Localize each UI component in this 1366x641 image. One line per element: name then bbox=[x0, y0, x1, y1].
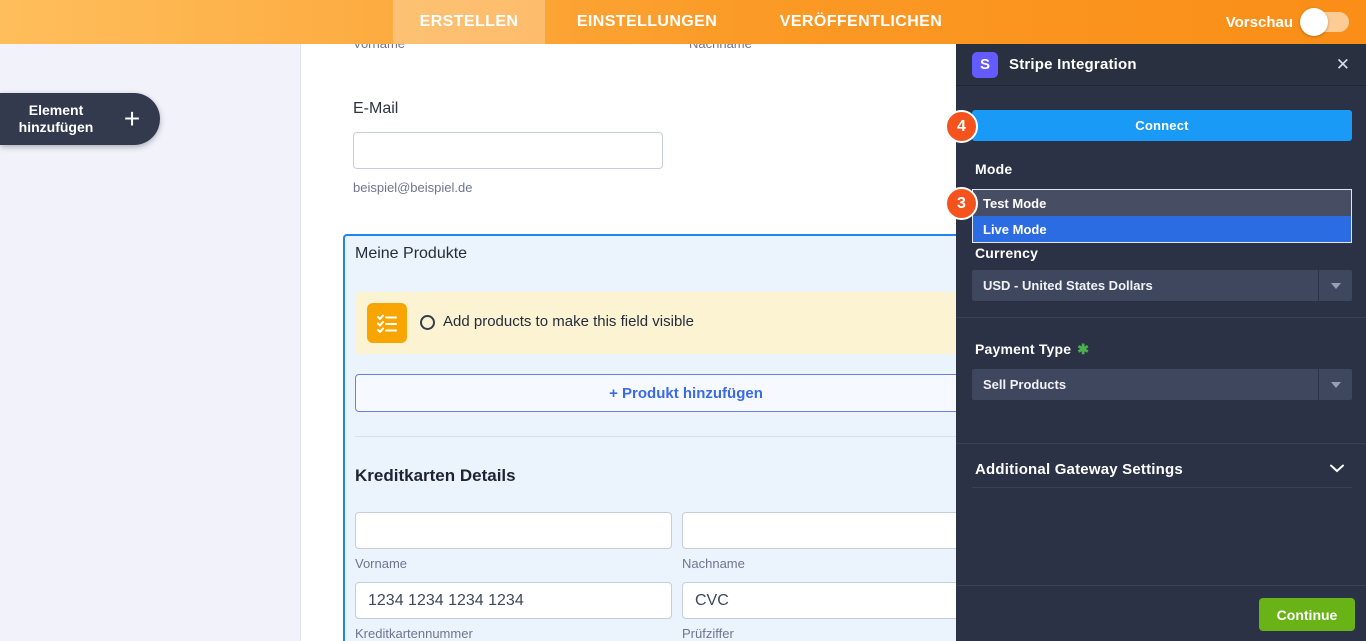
email-hint: beispiel@beispiel.de bbox=[353, 180, 473, 195]
stripe-integration-panel: S Stripe Integration ✕ Connect Mode Test… bbox=[956, 44, 1366, 641]
cc-number-sublabel: Kreditkartennummer bbox=[355, 626, 473, 641]
preview-toggle[interactable] bbox=[1300, 8, 1349, 36]
additional-gateway-settings-label: Additional Gateway Settings bbox=[975, 460, 1183, 478]
close-icon[interactable]: ✕ bbox=[1335, 55, 1350, 74]
cc-number-input[interactable] bbox=[355, 582, 672, 619]
add-product-button[interactable]: + Produkt hinzufügen bbox=[355, 374, 956, 412]
mode-option-test[interactable]: Test Mode bbox=[983, 195, 1047, 211]
currency-select[interactable]: USD - United States Dollars bbox=[972, 270, 1352, 301]
mode-label: Mode bbox=[975, 161, 1013, 177]
divider bbox=[972, 487, 1352, 488]
email-label: E-Mail bbox=[353, 100, 399, 117]
email-input[interactable] bbox=[353, 132, 663, 169]
form-canvas: Vorname Nachname E-Mail beispiel@beispie… bbox=[300, 44, 956, 641]
connect-button[interactable]: Connect bbox=[972, 110, 1352, 141]
payment-type-select[interactable]: Sell Products bbox=[972, 369, 1352, 400]
tab-einstellungen[interactable]: EINSTELLUNGEN bbox=[576, 13, 718, 30]
name-first-sublabel: Vorname bbox=[353, 44, 405, 51]
stripe-logo-icon: S bbox=[972, 51, 998, 78]
mode-dropdown: Test Mode Live Mode bbox=[972, 189, 1352, 243]
chevron-down-icon bbox=[1318, 270, 1352, 301]
name-last-sublabel: Nachname bbox=[689, 44, 752, 51]
additional-gateway-settings-toggle[interactable]: Additional Gateway Settings bbox=[956, 452, 1366, 486]
cc-cvc-sublabel: Prüfziffer bbox=[682, 626, 734, 641]
cc-cvc-input[interactable] bbox=[682, 582, 956, 619]
mode-option-live[interactable]: Live Mode bbox=[973, 216, 1351, 242]
divider bbox=[956, 443, 1366, 444]
required-asterisk-icon: ✱ bbox=[1077, 341, 1090, 357]
payment-type-value: Sell Products bbox=[983, 377, 1067, 392]
top-navigation-bar: ERSTELLEN EINSTELLUNGEN VERÖFFENTLICHEN … bbox=[0, 0, 1366, 44]
footer-divider bbox=[956, 585, 1366, 586]
add-element-button[interactable]: Element hinzufügen + bbox=[0, 93, 160, 145]
products-title: Meine Produkte bbox=[355, 245, 468, 262]
products-notice-banner: Add products to make this field visible bbox=[355, 292, 956, 354]
currency-label: Currency bbox=[975, 245, 1039, 261]
checklist-icon bbox=[367, 303, 407, 343]
credit-card-title: Kreditkarten Details bbox=[355, 466, 516, 485]
step-badge-connect: 4 bbox=[945, 110, 978, 143]
add-element-label: Element hinzufügen bbox=[18, 102, 94, 135]
cc-first-name-input[interactable] bbox=[355, 512, 672, 549]
payment-type-label: Payment Type ✱ bbox=[975, 341, 1090, 357]
plus-icon: + bbox=[123, 103, 141, 134]
cc-last-name-sublabel: Nachname bbox=[682, 556, 745, 571]
preview-toggle-knob[interactable] bbox=[1300, 8, 1328, 36]
panel-title: Stripe Integration bbox=[1009, 56, 1137, 73]
tab-veroeffentlichen[interactable]: VERÖFFENTLICHEN bbox=[779, 13, 943, 30]
divider bbox=[956, 317, 1366, 318]
cc-last-name-input[interactable] bbox=[682, 512, 956, 549]
cc-first-name-sublabel: Vorname bbox=[355, 556, 408, 571]
notice-text: Add products to make this field visible bbox=[443, 313, 694, 330]
section-divider bbox=[355, 436, 956, 437]
preview-label: Vorschau bbox=[1225, 13, 1293, 31]
step-badge-mode: 3 bbox=[945, 187, 978, 220]
payment-field-selected-section[interactable]: Meine Produkte Add products to make this… bbox=[343, 234, 956, 641]
continue-button[interactable]: Continue bbox=[1259, 598, 1355, 631]
notice-radio[interactable] bbox=[420, 315, 435, 330]
left-sidebar: Element hinzufügen + bbox=[0, 44, 300, 641]
panel-header: S Stripe Integration ✕ bbox=[956, 44, 1366, 86]
chevron-down-icon bbox=[1318, 369, 1352, 400]
currency-value: USD - United States Dollars bbox=[983, 278, 1153, 293]
tab-erstellen[interactable]: ERSTELLEN bbox=[393, 0, 545, 44]
chevron-down-icon bbox=[1330, 460, 1344, 478]
